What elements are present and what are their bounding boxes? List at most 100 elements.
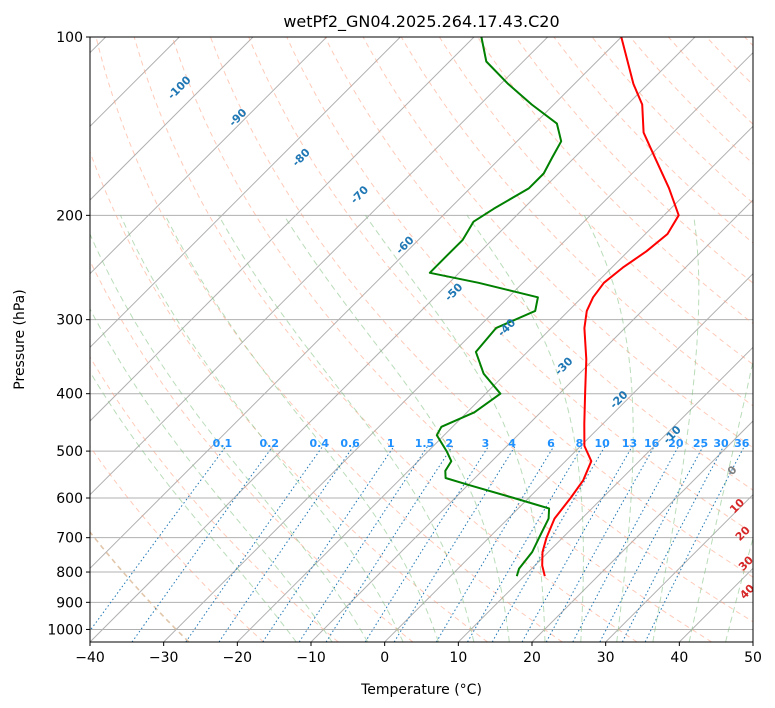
y-tick-label: 100 <box>56 30 83 46</box>
dry-adiabat-line <box>438 37 753 366</box>
isotherm-line <box>90 37 549 496</box>
moist-adiabat-line <box>583 215 634 642</box>
moist-adiabats <box>90 215 753 642</box>
x-tick-label: −10 <box>296 650 326 666</box>
isotherm-line <box>678 567 753 642</box>
dry-adiabat-line <box>90 530 190 642</box>
profile-lines <box>428 37 680 577</box>
isotherm-line <box>236 125 753 642</box>
moist-adiabat-line <box>218 215 475 642</box>
mixing-ratio-line <box>262 445 395 642</box>
y-tick-label: 500 <box>56 444 83 460</box>
mixing-ratio-label: 0.1 <box>213 437 233 450</box>
y-tick-label: 800 <box>56 565 83 581</box>
mixing-ratio-label: 36 <box>734 437 750 450</box>
mixing-ratio-label: 0.2 <box>260 437 280 450</box>
dry-adiabat-label: -100 <box>165 73 194 102</box>
mixing-ratio-line <box>298 445 429 642</box>
mixing-ratio-line <box>218 445 355 642</box>
x-tick-label: 10 <box>449 650 467 666</box>
dry-adiabat-line <box>286 37 753 534</box>
mixing-ratio-line <box>599 445 704 642</box>
mixing-ratio-line <box>572 445 680 642</box>
isotherm-line <box>90 37 622 570</box>
y-tick-label: 700 <box>56 531 83 547</box>
isotherm-line <box>90 37 254 201</box>
mixing-ratio-line <box>521 445 633 642</box>
dry-adiabat-line <box>95 37 563 642</box>
dry-adiabat-line <box>324 37 753 491</box>
mixing-ratio-line <box>90 445 227 632</box>
isotherm-line <box>752 641 753 642</box>
dry-adiabat-label: -50 <box>442 280 465 303</box>
mixing-ratio-label: 1 <box>387 437 395 450</box>
dry-adiabat-label: -90 <box>226 106 249 129</box>
isopleth-labels: 0.1 0.2 0.4 0.6 1 1.5 2 3 4 6 8 10 13 16 20 25 30 36 -100 -… <box>165 73 757 602</box>
mixing-ratio-label: 1.5 <box>415 437 435 450</box>
dry-adiabat-line <box>705 37 753 86</box>
isotherm-line <box>90 37 328 275</box>
moist-adiabat-line <box>164 215 439 642</box>
moist-adiabat-line <box>725 536 753 642</box>
dry-adiabat-label: -30 <box>552 354 575 377</box>
mixing-ratio-label: 3 <box>482 437 490 450</box>
y-tick-label: 400 <box>56 387 83 403</box>
mixing-ratio-label: 8 <box>576 437 584 450</box>
y-tick-label: 900 <box>56 595 83 611</box>
mixing-ratio-line <box>185 445 324 642</box>
mixing-ratio-line <box>325 445 454 642</box>
x-tick-label: 40 <box>670 650 688 666</box>
x-tick-label: −20 <box>223 650 253 666</box>
mixing-ratio-label: 25 <box>693 437 708 450</box>
mixing-ratio-label: 0.6 <box>340 437 360 450</box>
isotherm-line <box>605 493 753 642</box>
isotherm-line <box>457 346 753 642</box>
moist-adiabat-label: 20 <box>733 523 753 543</box>
isotherm-line <box>384 272 753 642</box>
mixing-ratio-line <box>393 445 516 642</box>
moist-adiabat-label: 40 <box>737 582 757 602</box>
mixing-ratio-line <box>364 445 490 642</box>
mixing-ratio-label: 20 <box>668 437 684 450</box>
mixing-ratio-line <box>545 445 656 642</box>
mixing-ratio-line <box>435 445 555 642</box>
dry-adiabat-line <box>90 259 414 642</box>
plot-frame <box>89 36 754 643</box>
mixing-ratio-label: 0.4 <box>310 437 330 450</box>
mixing-ratio-line <box>131 445 274 642</box>
y-tick-label: 1000 <box>47 622 83 638</box>
y-axis-ticks: 100 200 300 400 500 600 700 800 900 1000 <box>47 30 90 638</box>
mixing-ratio-line <box>621 445 725 642</box>
dry-adiabat-line <box>667 37 753 125</box>
isotherm-line <box>90 37 401 349</box>
x-tick-label: 0 <box>380 650 389 666</box>
moist-adiabat-line <box>283 215 510 642</box>
moist-adiabat-line <box>90 232 369 642</box>
mixing-ratio-label: 10 <box>594 437 610 450</box>
mixing-ratio-line <box>644 445 746 642</box>
dry-adiabat-line <box>591 37 753 204</box>
x-tick-label: −40 <box>75 650 105 666</box>
dry-adiabat-line <box>770 24 775 642</box>
x-tick-label: 50 <box>744 650 762 666</box>
dry-adiabat-line <box>90 356 339 642</box>
moist-adiabat-line <box>688 358 753 642</box>
x-axis-ticks: −40 −30 −20 −10 0 10 20 30 40 50 <box>75 642 762 666</box>
dewpoint-profile-line <box>428 37 563 577</box>
moist-adiabat-line <box>364 215 546 642</box>
dry-adiabat-line <box>90 445 264 642</box>
mixing-ratio-label: 4 <box>508 437 516 450</box>
y-tick-label: 200 <box>56 208 83 224</box>
moist-adiabat-line <box>90 308 333 642</box>
dry-adiabats <box>90 24 775 642</box>
moist-adiabat-label: 10 <box>727 496 747 516</box>
mixing-ratio-line <box>467 445 584 642</box>
mixing-ratio-label: 30 <box>713 437 729 450</box>
dry-adiabat-label: -70 <box>348 183 371 206</box>
x-tick-label: 30 <box>597 650 615 666</box>
y-axis-label: Pressure (hPa) <box>12 289 28 389</box>
moist-adiabat-line <box>466 215 584 642</box>
moist-adiabat-line <box>120 215 404 642</box>
chart-title: wetPf2_GN04.2025.264.17.43.C20 <box>283 12 559 32</box>
